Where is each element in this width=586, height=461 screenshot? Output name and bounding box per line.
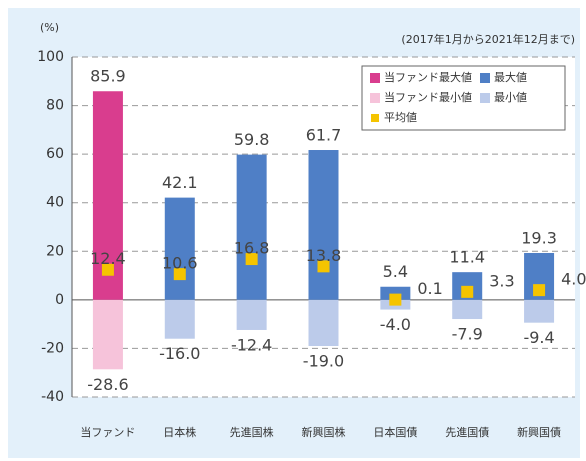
y-tick-label: -40 bbox=[41, 389, 64, 405]
y-tick-label: -20 bbox=[41, 340, 64, 356]
legend-label: 平均値 bbox=[384, 111, 417, 124]
data-label: 5.4 bbox=[383, 262, 408, 281]
bar bbox=[380, 286, 411, 300]
data-label: 42.1 bbox=[162, 173, 198, 192]
bar bbox=[524, 299, 555, 323]
average-marker bbox=[245, 253, 258, 266]
legend-box bbox=[361, 65, 566, 131]
data-label: 61.7 bbox=[306, 126, 342, 145]
x-tick-label: 新興国株 bbox=[302, 425, 346, 439]
data-label: 0.1 bbox=[417, 279, 442, 298]
data-label: -7.9 bbox=[452, 325, 483, 344]
data-label: 4.0 bbox=[561, 270, 586, 289]
y-tick-label: 40 bbox=[46, 195, 64, 211]
bar bbox=[164, 197, 195, 300]
annotation: (2017年1月から2021年12月まで) bbox=[401, 32, 575, 46]
y-tick-label: 80 bbox=[46, 98, 64, 114]
y-tick-label: 60 bbox=[46, 146, 64, 162]
data-label: -19.0 bbox=[303, 352, 344, 371]
average-marker bbox=[461, 285, 474, 298]
data-label: -28.6 bbox=[87, 375, 128, 394]
bar bbox=[308, 299, 339, 346]
bar bbox=[164, 299, 195, 339]
data-label: 11.4 bbox=[449, 248, 485, 267]
average-marker bbox=[101, 263, 114, 276]
y-tick-label: 100 bbox=[37, 49, 64, 65]
bar bbox=[308, 150, 339, 300]
average-marker bbox=[389, 293, 402, 306]
data-label: 13.8 bbox=[306, 246, 342, 265]
legend-swatch bbox=[370, 93, 380, 103]
bar bbox=[236, 299, 267, 330]
average-marker bbox=[173, 268, 186, 281]
x-tick-label: 日本国債 bbox=[373, 425, 417, 439]
x-tick-label: 新興国債 bbox=[517, 425, 561, 439]
data-label: -16.0 bbox=[159, 344, 200, 363]
y-tick-label: 0 bbox=[55, 292, 64, 308]
bar bbox=[452, 299, 483, 320]
legend-swatch bbox=[480, 93, 490, 103]
legend-label: 当ファンド最小値 bbox=[384, 90, 472, 104]
legend-swatch bbox=[480, 73, 490, 83]
legend-label: 最大値 bbox=[494, 70, 527, 84]
x-tick-label: 先進国株 bbox=[230, 425, 274, 439]
x-tick-label: 日本株 bbox=[163, 425, 196, 439]
data-label: 10.6 bbox=[162, 254, 198, 273]
legend-label: 最小値 bbox=[494, 91, 527, 104]
x-tick-label: 当ファンド bbox=[80, 425, 135, 439]
legend-swatch bbox=[371, 114, 379, 122]
legend-swatch bbox=[370, 73, 380, 83]
data-label: 19.3 bbox=[521, 228, 557, 247]
bar bbox=[92, 299, 123, 370]
y-axis-label: (%) bbox=[40, 21, 59, 34]
data-label: 12.4 bbox=[90, 249, 126, 268]
average-marker bbox=[533, 284, 546, 297]
data-label: 85.9 bbox=[90, 67, 126, 86]
average-marker bbox=[317, 260, 330, 273]
data-label: -9.4 bbox=[523, 328, 554, 347]
data-label: 59.8 bbox=[234, 130, 270, 149]
data-label: -4.0 bbox=[380, 315, 411, 334]
x-tick-label: 先進国債 bbox=[445, 425, 489, 439]
data-label: 3.3 bbox=[489, 271, 514, 290]
data-label: 16.8 bbox=[234, 239, 270, 258]
y-tick-label: 20 bbox=[46, 243, 64, 259]
bar bbox=[236, 154, 267, 300]
legend-label: 当ファンド最大値 bbox=[384, 70, 472, 84]
data-label: -12.4 bbox=[231, 335, 272, 354]
